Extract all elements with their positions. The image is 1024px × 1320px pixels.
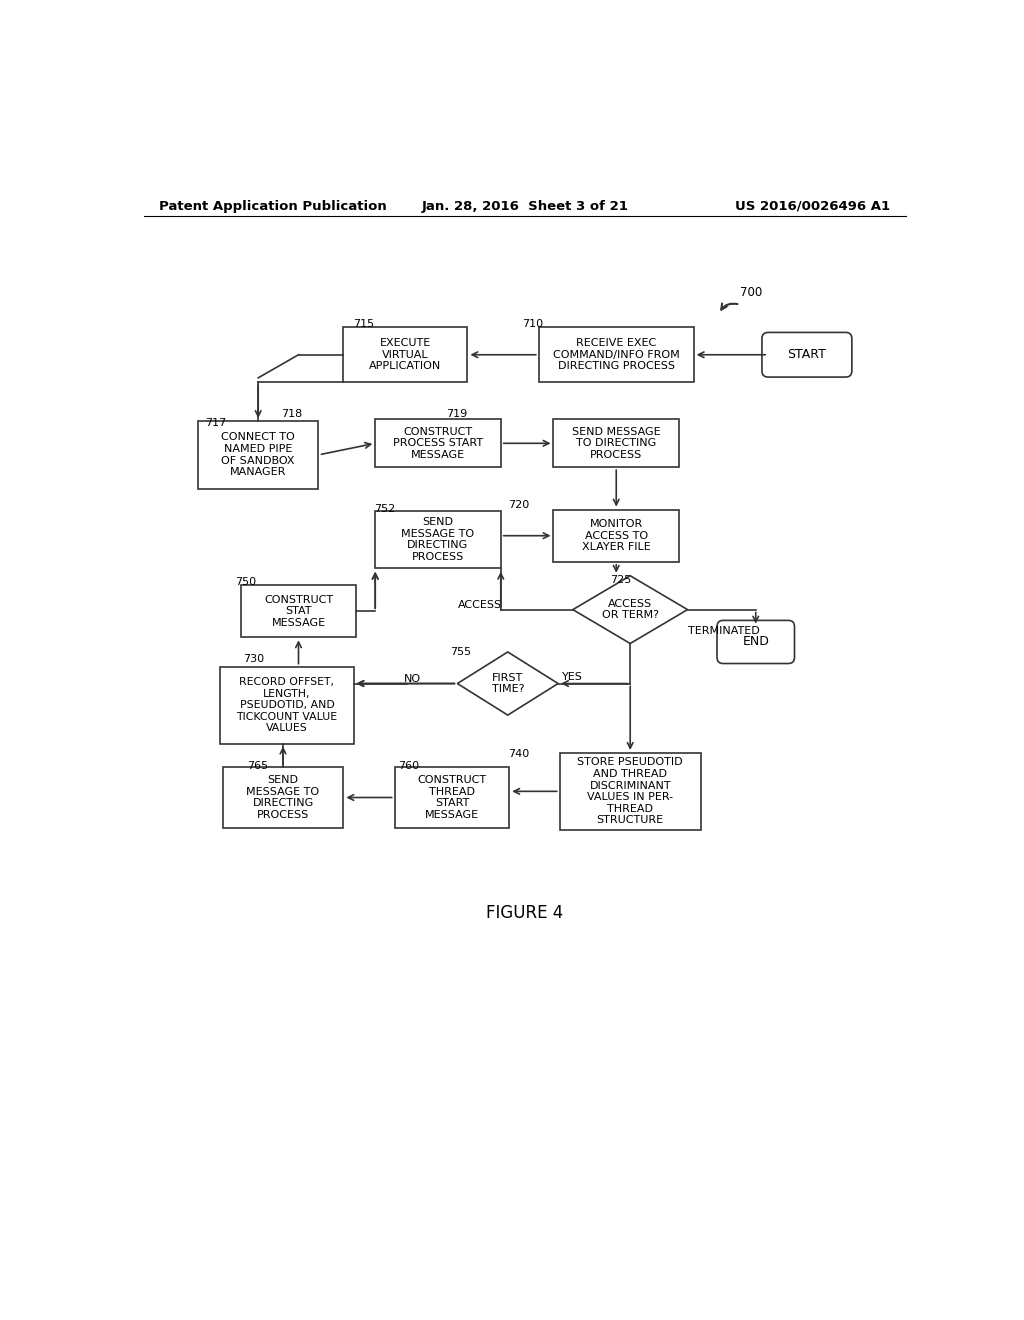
Text: ACCESS
OR TERM?: ACCESS OR TERM? <box>602 599 658 620</box>
Text: 740: 740 <box>508 748 529 759</box>
Polygon shape <box>572 576 687 644</box>
FancyBboxPatch shape <box>560 752 700 830</box>
Text: 710: 710 <box>521 319 543 330</box>
FancyBboxPatch shape <box>343 327 467 383</box>
Text: END: END <box>742 635 769 648</box>
Text: CONSTRUCT
PROCESS START
MESSAGE: CONSTRUCT PROCESS START MESSAGE <box>393 426 483 459</box>
FancyBboxPatch shape <box>375 420 501 467</box>
Text: 730: 730 <box>243 655 264 664</box>
Text: YES: YES <box>562 672 583 682</box>
Text: RECEIVE EXEC
COMMAND/INFO FROM
DIRECTING PROCESS: RECEIVE EXEC COMMAND/INFO FROM DIRECTING… <box>553 338 680 371</box>
Text: 755: 755 <box>450 647 471 656</box>
FancyBboxPatch shape <box>717 620 795 664</box>
Text: 750: 750 <box>234 577 256 586</box>
Text: STORE PSEUDOTID
AND THREAD
DISCRIMINANT
VALUES IN PER-
THREAD
STRUCTURE: STORE PSEUDOTID AND THREAD DISCRIMINANT … <box>578 758 683 825</box>
Text: FIRST
TIME?: FIRST TIME? <box>492 673 524 694</box>
Text: CONSTRUCT
THREAD
START
MESSAGE: CONSTRUCT THREAD START MESSAGE <box>418 775 486 820</box>
Text: SEND
MESSAGE TO
DIRECTING
PROCESS: SEND MESSAGE TO DIRECTING PROCESS <box>401 517 474 562</box>
Text: 719: 719 <box>445 409 467 418</box>
Text: MONITOR
ACCESS TO
XLAYER FILE: MONITOR ACCESS TO XLAYER FILE <box>582 519 650 552</box>
FancyBboxPatch shape <box>554 510 679 562</box>
Text: CONNECT TO
NAMED PIPE
OF SANDBOX
MANAGER: CONNECT TO NAMED PIPE OF SANDBOX MANAGER <box>221 433 295 478</box>
Text: 718: 718 <box>282 409 303 418</box>
FancyBboxPatch shape <box>198 421 318 488</box>
Text: CONSTRUCT
STAT
MESSAGE: CONSTRUCT STAT MESSAGE <box>264 594 333 628</box>
FancyBboxPatch shape <box>241 585 356 638</box>
Text: NO: NO <box>403 673 421 684</box>
Text: 717: 717 <box>206 418 226 428</box>
Text: 700: 700 <box>740 286 763 300</box>
Text: 760: 760 <box>397 760 419 771</box>
Text: 720: 720 <box>508 500 529 511</box>
Text: Patent Application Publication: Patent Application Publication <box>159 199 387 213</box>
FancyBboxPatch shape <box>223 767 343 828</box>
Text: SEND MESSAGE
TO DIRECTING
PROCESS: SEND MESSAGE TO DIRECTING PROCESS <box>572 426 660 459</box>
FancyBboxPatch shape <box>539 327 693 383</box>
FancyBboxPatch shape <box>375 511 501 569</box>
Text: 715: 715 <box>352 319 374 330</box>
Text: US 2016/0026496 A1: US 2016/0026496 A1 <box>735 199 891 213</box>
FancyBboxPatch shape <box>762 333 852 378</box>
FancyBboxPatch shape <box>394 767 509 828</box>
FancyBboxPatch shape <box>220 667 353 743</box>
Text: SEND
MESSAGE TO
DIRECTING
PROCESS: SEND MESSAGE TO DIRECTING PROCESS <box>247 775 319 820</box>
Text: Jan. 28, 2016  Sheet 3 of 21: Jan. 28, 2016 Sheet 3 of 21 <box>421 199 629 213</box>
Text: FIGURE 4: FIGURE 4 <box>486 904 563 921</box>
Text: EXECUTE
VIRTUAL
APPLICATION: EXECUTE VIRTUAL APPLICATION <box>370 338 441 371</box>
Text: RECORD OFFSET,
LENGTH,
PSEUDOTID, AND
TICKCOUNT VALUE
VALUES: RECORD OFFSET, LENGTH, PSEUDOTID, AND TI… <box>237 677 338 734</box>
Text: 752: 752 <box>375 504 395 515</box>
Text: ACCESS: ACCESS <box>458 601 502 610</box>
FancyBboxPatch shape <box>554 420 679 467</box>
Text: 765: 765 <box>248 760 268 771</box>
Text: 725: 725 <box>610 576 632 585</box>
Text: START: START <box>787 348 826 362</box>
Polygon shape <box>458 652 558 715</box>
Text: TERMINATED: TERMINATED <box>687 626 760 636</box>
